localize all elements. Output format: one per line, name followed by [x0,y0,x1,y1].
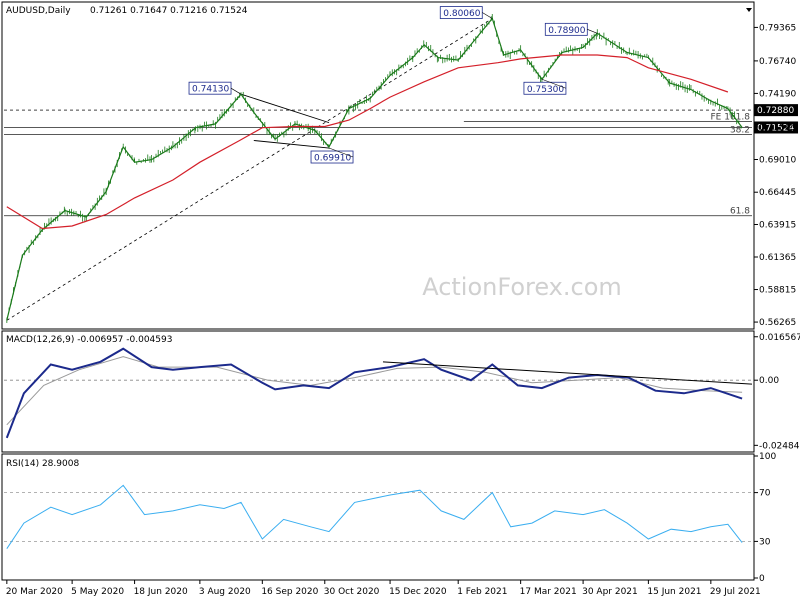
x-axis-label: 18 Jun 2020 [134,587,188,597]
price-tag-box [754,104,798,117]
price-axis-label: 0.58815 [759,286,796,296]
price-axis-label: 0.71565 [759,123,796,133]
channel-upper-line [240,93,330,124]
price-callout-leader [328,147,354,158]
price-callout-label: 0.69910 [314,154,351,164]
price-axis-label: 0.56265 [759,318,796,328]
rsi-axis-label: 0 [759,574,765,584]
x-axis-label: 1 Feb 2021 [457,587,507,597]
moving-average-line [6,54,729,230]
x-axis-label: 20 Mar 2020 [6,587,63,597]
support-trend-line [6,18,493,321]
rsi-line [6,484,743,549]
price-callout-label: 0.78900 [548,26,585,36]
fib-level-label: FE 161.8 [711,112,751,122]
rsi-panel-frame [1,453,755,581]
macd-label: MACD(12,26,9) -0.006957 -0.004593 [6,335,172,345]
x-axis-label: 17 Mar 2021 [520,587,577,597]
price-callout-leader [587,29,598,34]
price-axis-label: 0.63915 [759,220,796,230]
price-axis-label: 0.79365 [759,23,796,33]
price-axis-label: 0.69010 [759,155,796,165]
price-callout-label: 0.74130 [192,85,229,95]
price-callout-leader [541,78,567,89]
x-axis-label: 30 Apr 2021 [582,587,638,597]
price-tag-box [754,121,798,134]
rsi-axis-label: 100 [759,452,776,462]
rsi-axis-label: 30 [759,537,771,547]
macd-trend-line [382,361,753,385]
x-axis-label: 3 Aug 2020 [199,587,251,597]
macd-panel-frame [1,330,755,453]
price-axis-label: 0.76740 [759,57,796,67]
fib-level-label: 38.2 [730,125,750,135]
price-callout-label: 0.75300 [527,85,564,95]
symbol-triangle-icon [746,8,752,12]
x-axis-label: 15 Dec 2020 [389,587,447,597]
price-callout-leader [230,87,242,95]
x-axis-label: 30 Oct 2020 [324,587,380,597]
price-callout-leader [482,12,493,19]
x-axis-label: 29 Jul 2021 [710,587,761,597]
macd-signal-line [6,356,743,426]
macd-axis-label: 0.00 [759,376,779,386]
price-callout-label: 0.80060 [443,9,480,19]
price-panel-frame [1,1,755,330]
x-axis-label: 5 May 2020 [71,587,124,597]
x-axis-label: 16 Sep 2020 [261,587,318,597]
rsi-label: RSI(14) 28.9008 [6,459,79,469]
macd-axis-label: -0.02484 [759,441,800,451]
rsi-axis-label: 70 [759,489,771,499]
macd-axis-label: 0.016567 [759,333,800,343]
price-axis-label: 0.74190 [759,89,796,99]
symbol-label: AUDUSD,Daily [6,6,71,16]
watermark: ActionForex.com [422,273,622,301]
price-tag-label: 0.72880 [757,106,794,116]
channel-lower-line [253,140,330,149]
price-axis-label: 0.61365 [759,253,796,263]
fib-level-label: 61.8 [730,207,750,217]
ohlc-label: 0.71261 0.71647 0.71216 0.71524 [90,6,248,16]
price-axis-label: 0.66445 [759,188,796,198]
x-axis-label: 15 Jun 2021 [647,587,701,597]
price-tag-label: 0.71524 [757,123,794,133]
